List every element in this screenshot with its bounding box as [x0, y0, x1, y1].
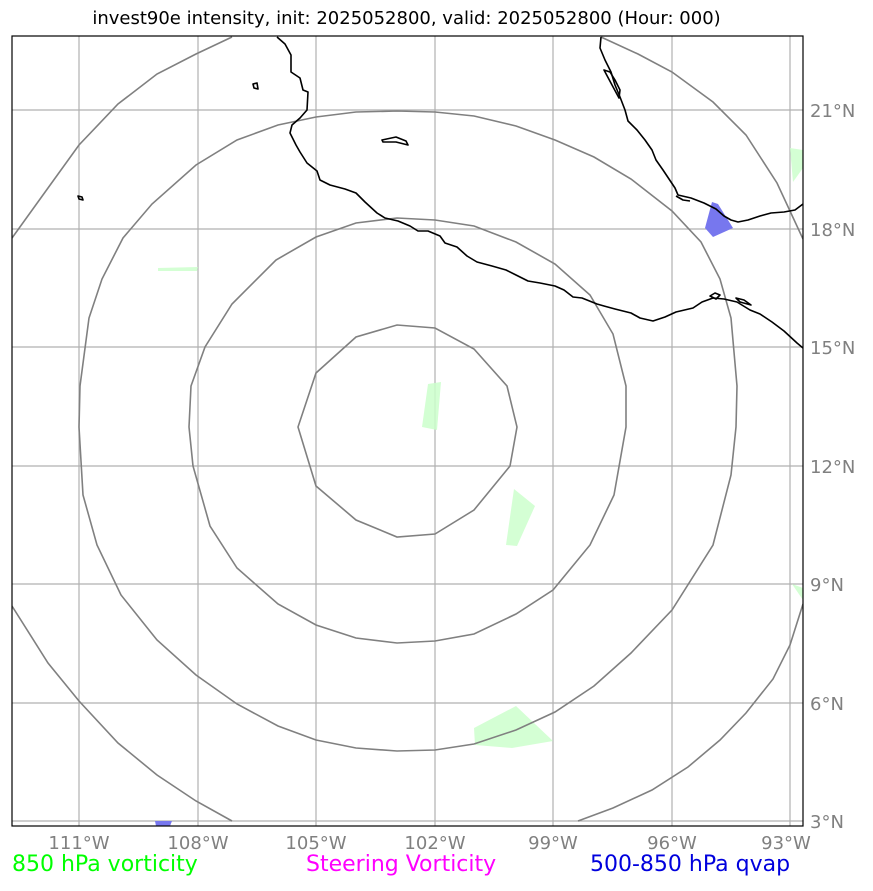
lon-label: 105°W	[285, 833, 346, 854]
map-frame	[11, 35, 804, 827]
latitude-labels: 21°N 18°N 15°N 12°N 9°N 6°N 3°N	[810, 101, 855, 833]
legend-steering-vorticity: Steering Vorticity	[306, 852, 497, 877]
range-ring-3	[78, 110, 738, 752]
qvap-fills	[155, 202, 733, 826]
island-4	[709, 292, 721, 300]
lon-label: 99°W	[528, 833, 578, 854]
lat-label: 9°N	[810, 575, 844, 596]
lat-label: 12°N	[810, 457, 855, 478]
island-3	[77, 195, 84, 201]
range-ring-4	[12, 36, 233, 239]
map-title: invest90e intensity, init: 2025052800, v…	[92, 8, 721, 29]
mexico-pacific-coast	[276, 36, 803, 349]
range-rings	[12, 36, 803, 822]
range-ring-5	[600, 36, 803, 240]
longitude-labels: 111°W 108°W 105°W 102°W 99°W 96°W 93°W	[48, 833, 811, 854]
lon-label: 96°W	[647, 833, 697, 854]
gulf-coast	[599, 36, 803, 223]
island-1	[381, 136, 409, 146]
range-ring-6	[12, 605, 233, 822]
lon-label: 108°W	[167, 833, 228, 854]
island-2	[252, 82, 259, 90]
lat-label: 21°N	[810, 101, 855, 122]
lon-label: 102°W	[404, 833, 465, 854]
legend-850-vorticity: 850 hPa vorticity	[12, 852, 198, 877]
coastline	[77, 36, 803, 349]
coast-notch	[675, 195, 691, 202]
lat-label: 15°N	[810, 338, 855, 359]
range-ring-7	[577, 603, 803, 822]
lat-label: 6°N	[810, 694, 844, 715]
vorticity-850-fills	[158, 148, 803, 748]
lon-label: 111°W	[48, 833, 109, 854]
lon-label: 93°W	[761, 833, 811, 854]
island-5	[735, 297, 752, 306]
gulf-lagoon	[603, 69, 621, 99]
range-ring-2	[188, 217, 627, 644]
range-ring-1	[297, 324, 518, 538]
lat-label: 3°N	[810, 812, 844, 833]
gridlines	[12, 36, 803, 826]
lat-label: 18°N	[810, 220, 855, 241]
legend-qvap: 500-850 hPa qvap	[590, 852, 791, 877]
